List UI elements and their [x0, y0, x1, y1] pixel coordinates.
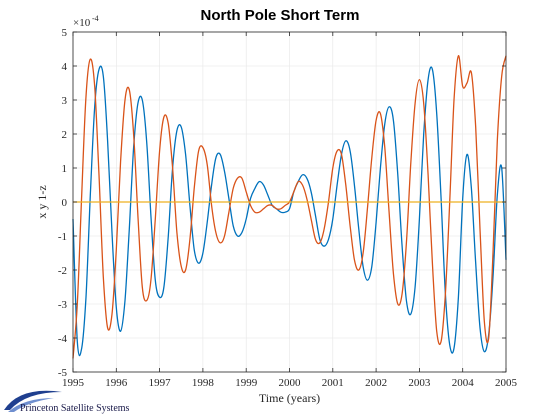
series-lines — [72, 55, 507, 359]
y-tick-label: -2 — [58, 265, 67, 277]
y-tick-label: 4 — [62, 61, 68, 73]
y-tick-label: 2 — [62, 129, 68, 141]
y-tick-label: 3 — [62, 95, 68, 107]
brand-text: Princeton Satellite Systems — [20, 403, 130, 414]
x-tick-label: 2004 — [452, 377, 475, 389]
series-line-0 — [72, 65, 507, 357]
y-tick-label: 5 — [62, 27, 68, 39]
x-axis-label: Time (years) — [259, 391, 320, 405]
x-tick-label: 2001 — [322, 377, 344, 389]
y-tick-label: -3 — [58, 299, 68, 311]
y-tick-label: 1 — [62, 163, 68, 175]
x-tick-label: 2002 — [365, 377, 387, 389]
x-tick-label: 1997 — [149, 377, 172, 389]
x-tick-label: 2000 — [279, 377, 302, 389]
x-tick-label: 2003 — [408, 377, 431, 389]
x-tick-label: 1998 — [192, 377, 215, 389]
swoosh-logo-icon — [4, 390, 62, 412]
y-tick-label: 0 — [62, 197, 68, 209]
x-tick-label: 1996 — [105, 377, 128, 389]
chart-title: North Pole Short Term — [201, 7, 360, 24]
y-axis-label: x y 1-z — [35, 185, 49, 218]
y-tick-label: -4 — [58, 333, 68, 345]
x-tick-label: 2005 — [495, 377, 518, 389]
x-tick-label: 1995 — [62, 377, 85, 389]
axis-ticks: 1995 1996 1997 1998 1999 2000 2001 2002 2003 2004… — [58, 27, 518, 389]
y-tick-label: -1 — [58, 231, 67, 243]
plot-area: 1995 1996 1997 1998 1999 2000 2001 2002 2003 2004… — [58, 27, 518, 389]
x-tick-label: 1999 — [235, 377, 258, 389]
series-line-1 — [72, 55, 507, 359]
y-tick-label: -5 — [58, 367, 68, 379]
y-multiplier-exponent: -4 — [92, 14, 99, 23]
y-multiplier-label: ×10 — [73, 17, 91, 29]
